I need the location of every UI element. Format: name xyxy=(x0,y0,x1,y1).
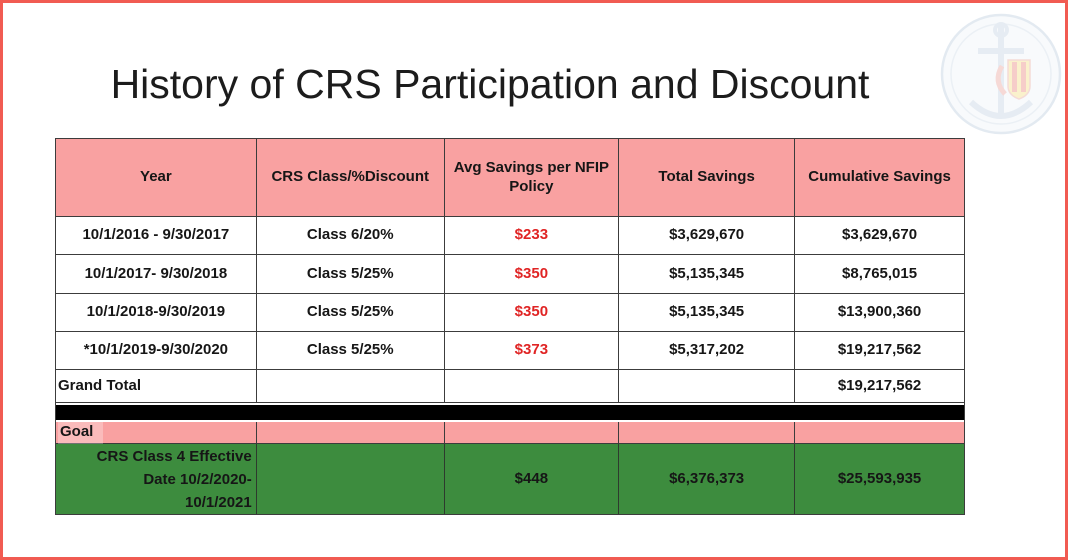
goal-year-line: 10/1/2021 xyxy=(185,493,252,511)
cumulative-savings-cell: $8,765,015 xyxy=(794,255,964,293)
empty-cell xyxy=(794,422,964,444)
goal-year-line: CRS Class 4 Effective xyxy=(96,447,252,465)
header-crs-class: CRS Class/%Discount xyxy=(255,139,444,216)
empty-cell xyxy=(255,422,444,444)
table-row: 10/1/2018-9/30/2019 Class 5/25% $350 $5,… xyxy=(56,293,964,331)
avg-savings-cell: $350 xyxy=(443,255,618,293)
avg-savings-cell: $233 xyxy=(443,217,618,254)
goal-label-cell: Goal xyxy=(56,422,256,444)
header-year: Year xyxy=(140,168,172,186)
goal-year-cell: CRS Class 4 Effective Date 10/2/2020- 10… xyxy=(56,444,256,514)
header-cumulative-savings: Cumulative Savings xyxy=(794,139,964,216)
year-cell: *10/1/2019-9/30/2020 xyxy=(83,341,229,359)
class-cell: Class 5/25% xyxy=(255,294,444,331)
black-divider-band xyxy=(56,403,964,422)
avg-savings-cell: $373 xyxy=(443,332,618,369)
class-cell: Class 5/25% xyxy=(255,255,444,293)
table-header-row: Year CRS Class/%Discount Avg Savings per… xyxy=(56,139,964,216)
goal-label: Goal xyxy=(58,422,104,444)
goal-detail-row: CRS Class 4 Effective Date 10/2/2020- 10… xyxy=(56,443,964,514)
total-savings-cell: $5,135,345 xyxy=(618,294,794,331)
cumulative-savings-cell: $13,900,360 xyxy=(794,294,964,331)
total-savings-cell: $5,135,345 xyxy=(618,255,794,293)
crs-history-table: Year CRS Class/%Discount Avg Savings per… xyxy=(55,138,965,515)
table-row: 10/1/2017- 9/30/2018 Class 5/25% $350 $5… xyxy=(56,254,964,293)
table-row: *10/1/2019-9/30/2020 Class 5/25% $373 $5… xyxy=(56,331,964,369)
class-cell xyxy=(255,370,444,402)
empty-cell xyxy=(443,422,618,444)
year-cell: 10/1/2018-9/30/2019 xyxy=(86,303,226,321)
cumulative-savings-cell: $25,593,935 xyxy=(794,444,964,514)
avg-savings-cell: $350 xyxy=(443,294,618,331)
avg-savings-cell: $448 xyxy=(443,444,618,514)
year-cell: 10/1/2016 - 9/30/2017 xyxy=(82,226,230,244)
total-savings-cell: $5,317,202 xyxy=(618,332,794,369)
total-savings-cell: $3,629,670 xyxy=(618,217,794,254)
class-cell: Class 5/25% xyxy=(255,332,444,369)
grand-total-row: Grand Total $19,217,562 xyxy=(56,369,964,403)
cumulative-savings-cell: $19,217,562 xyxy=(794,370,964,402)
total-savings-cell: $6,376,373 xyxy=(618,444,794,514)
cumulative-savings-cell: $3,629,670 xyxy=(794,217,964,254)
page-title: History of CRS Participation and Discoun… xyxy=(110,61,870,107)
goal-year-line: Date 10/2/2020- xyxy=(143,470,252,488)
header-avg-savings: Avg Savings per NFIP Policy xyxy=(443,139,618,216)
cumulative-savings-cell: $19,217,562 xyxy=(794,332,964,369)
class-cell: Class 6/20% xyxy=(255,217,444,254)
total-savings-cell xyxy=(618,370,794,402)
grand-total-label: Grand Total xyxy=(58,376,142,394)
table-row: 10/1/2016 - 9/30/2017 Class 6/20% $233 $… xyxy=(56,216,964,254)
class-cell xyxy=(255,444,444,514)
header-total-savings: Total Savings xyxy=(618,139,794,216)
empty-cell xyxy=(618,422,794,444)
city-seal-watermark xyxy=(940,13,1062,135)
avg-savings-cell xyxy=(443,370,618,402)
year-cell: 10/1/2017- 9/30/2018 xyxy=(84,264,228,282)
goal-row: Goal xyxy=(56,422,964,444)
